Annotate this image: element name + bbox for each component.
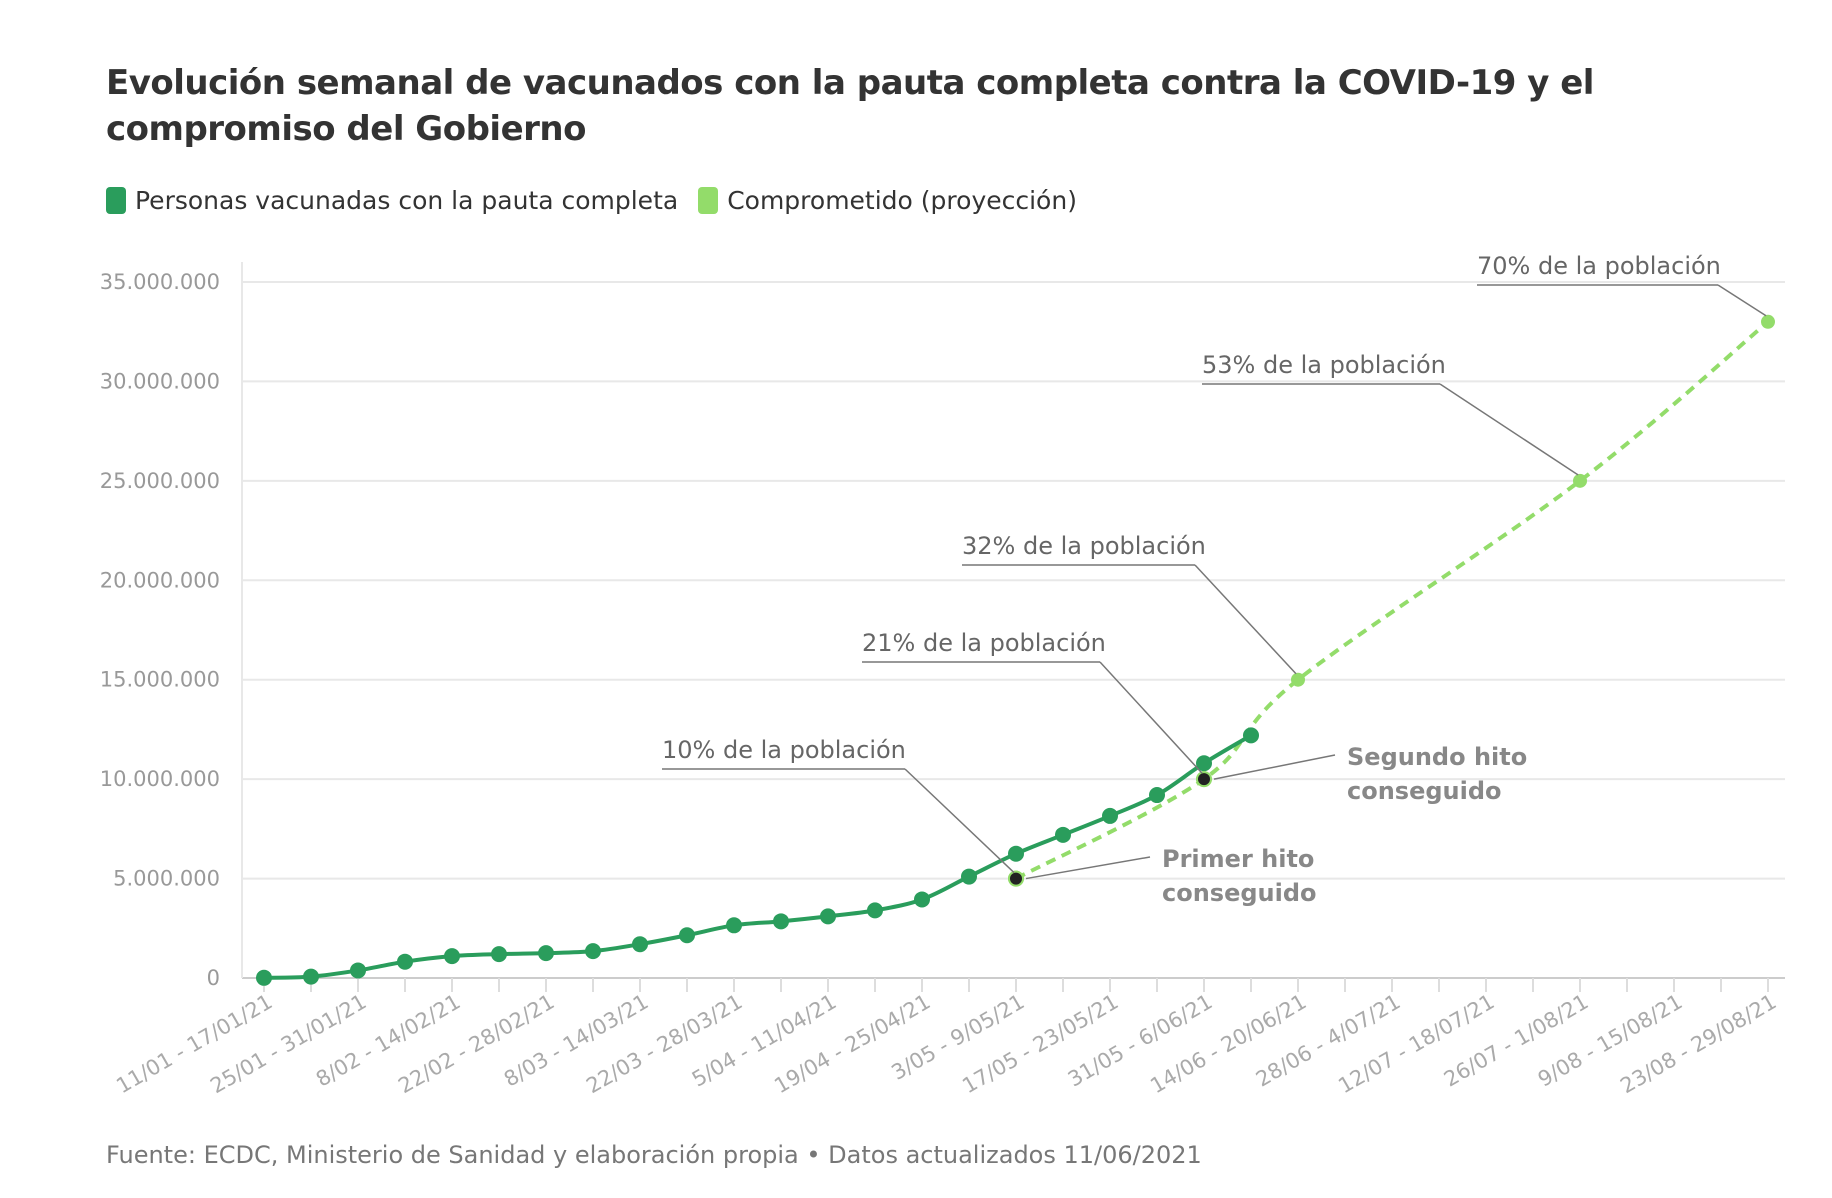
point-vacunados — [773, 913, 789, 930]
milestone-leader — [1213, 754, 1336, 780]
legend-item-vacunados: Personas vacunadas con la pauta completa — [106, 186, 678, 215]
y-tick-label: 0 — [207, 966, 220, 990]
x-tick-label: 19/04 - 25/04/21 — [770, 990, 934, 1099]
point-vacunados — [491, 946, 507, 963]
line-chart: 0 5.000.000 10.000.000 15.000.000 20.000.000… — [100, 252, 1785, 1099]
y-tick-label: 5.000.000 — [113, 867, 220, 891]
point-vacunados — [632, 936, 648, 953]
point-vacunados — [867, 902, 883, 919]
x-tick-label: 22/02 - 28/02/21 — [394, 990, 558, 1099]
point-vacunados — [1008, 845, 1024, 862]
annotation-leader — [1099, 661, 1203, 774]
x-tick-label: 23/08 - 29/08/21 — [1616, 990, 1780, 1099]
point-vacunados — [1149, 787, 1165, 804]
series-line-comprometido — [1015, 320, 1770, 881]
milestone-label: conseguido — [1162, 879, 1317, 907]
annotation-leader — [1439, 383, 1579, 476]
legend-label-comprometido: Comprometido (proyección) — [727, 186, 1077, 215]
milestone-label: Primer hito — [1162, 845, 1314, 873]
x-tick-label: 11/01 - 17/01/21 — [112, 990, 276, 1099]
legend: Personas vacunadas con la pauta completa… — [106, 186, 1097, 215]
point-vacunados — [1055, 826, 1071, 843]
y-tick-label: 30.000.000 — [100, 369, 220, 393]
point-vacunados — [961, 868, 977, 885]
point-vacunados — [679, 927, 695, 944]
x-tick-label: 17/05 - 23/05/21 — [958, 990, 1122, 1099]
x-tick-label: 14/06 - 20/06/21 — [1146, 990, 1310, 1099]
point-vacunados — [256, 969, 272, 986]
legend-item-comprometido: Comprometido (proyección) — [698, 186, 1077, 215]
y-tick-label: 15.000.000 — [100, 668, 220, 692]
point-vacunados — [444, 948, 460, 965]
point-vacunados — [303, 968, 319, 985]
point-comprometido — [1761, 314, 1775, 329]
y-tick-label: 10.000.000 — [100, 767, 220, 791]
milestone-label: Segundo hito — [1347, 743, 1527, 771]
annotation-leader — [1717, 284, 1767, 317]
point-vacunados — [1243, 727, 1259, 744]
series-line-vacunados — [263, 733, 1253, 980]
milestone-marker — [1008, 870, 1024, 887]
point-vacunados — [350, 962, 366, 979]
point-comprometido — [1573, 473, 1587, 488]
legend-swatch-vacunados — [106, 187, 126, 214]
milestone-leader — [1025, 856, 1151, 880]
milestone-label: conseguido — [1347, 777, 1502, 805]
annotation-label: 21% de la población — [862, 629, 1106, 657]
annotation-leader — [904, 768, 1015, 874]
x-tick-label: 25/01 - 31/01/21 — [206, 990, 370, 1099]
annotation-label: 32% de la población — [962, 532, 1206, 560]
point-comprometido — [1291, 672, 1305, 687]
annotation-leader — [1194, 564, 1297, 675]
annotation-label: 70% de la población — [1477, 252, 1721, 280]
y-tick-label: 20.000.000 — [100, 568, 220, 592]
y-tick-label: 25.000.000 — [100, 469, 220, 493]
legend-swatch-comprometido — [698, 187, 719, 214]
x-tick-label: 12/07 - 18/07/21 — [1334, 990, 1498, 1099]
annotation-label: 10% de la población — [662, 736, 906, 764]
point-vacunados — [1102, 807, 1118, 824]
legend-label-vacunados: Personas vacunadas con la pauta completa — [135, 186, 679, 215]
source-note: Fuente: ECDC, Ministerio de Sanidad y el… — [106, 1141, 1202, 1169]
x-tick-label: 22/03 - 28/03/21 — [582, 990, 746, 1099]
point-vacunados — [538, 945, 554, 962]
point-vacunados — [726, 917, 742, 934]
point-vacunados — [397, 953, 413, 970]
point-vacunados — [1196, 755, 1212, 772]
milestone-marker — [1196, 771, 1212, 788]
y-tick-label: 35.000.000 — [100, 270, 220, 294]
point-vacunados — [914, 891, 930, 908]
point-vacunados — [820, 908, 836, 925]
point-vacunados — [585, 943, 601, 960]
chart-title: Evolución semanal de vacunados con la pa… — [106, 63, 1594, 149]
annotation-label: 53% de la población — [1202, 351, 1446, 379]
